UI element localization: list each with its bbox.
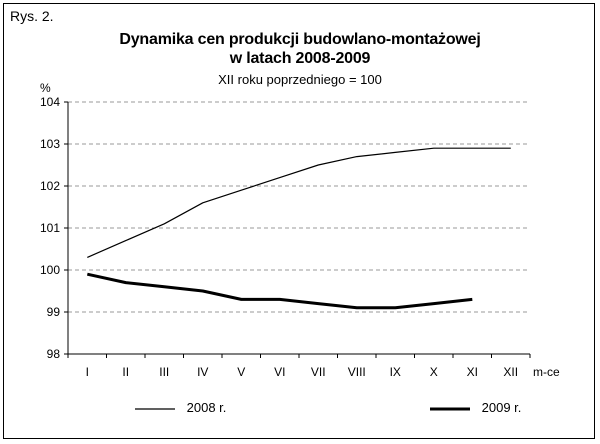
x-tick-label-VI: VI [274,365,285,379]
legend-2008-label: 2008 r. [186,400,227,415]
y-tick-label-98: 98 [47,347,61,361]
chart-subtitle: XII roku poprzedniego = 100 [218,72,382,87]
legend-2009-label: 2009 r. [481,400,522,415]
x-tick-label-V: V [237,365,245,379]
y-tick-label-102: 102 [40,179,60,193]
chart-title-line2: w latach 2008-2009 [229,50,371,67]
x-tick-label-III: III [159,365,169,379]
x-tick-label-XII: XII [503,365,518,379]
legend-2008: 2008 r. [135,400,226,415]
x-tick-label-VIII: VIII [348,365,366,379]
y-tick-label-99: 99 [47,305,61,319]
x-tick-label-I: I [86,365,89,379]
x-tick-label-XI: XI [467,365,478,379]
chart-frame [3,3,595,439]
x-tick-label-IX: IX [390,365,401,379]
x-tick-label-IV: IV [197,365,208,379]
x-axis-label: m-ce [533,365,560,379]
x-tick-label-VII: VII [311,365,326,379]
legend-2008-swatch [135,407,175,410]
y-tick-label-103: 103 [40,137,60,151]
chart-title-line1: Dynamika cen produkcji budowlano-montażo… [119,31,481,48]
x-tick-label-II: II [122,365,129,379]
legend-2009-swatch [430,407,470,411]
legend-2009: 2009 r. [430,400,521,415]
y-tick-label-100: 100 [40,263,60,277]
y-tick-label-101: 101 [40,221,60,235]
x-tick-label-X: X [430,365,438,379]
series-line-2009 [86,272,473,310]
y-axis-unit: % [40,81,51,95]
series-line-2008 [87,147,511,258]
y-tick-label-104: 104 [40,95,60,109]
figure-label: Rys. 2. [10,8,54,24]
